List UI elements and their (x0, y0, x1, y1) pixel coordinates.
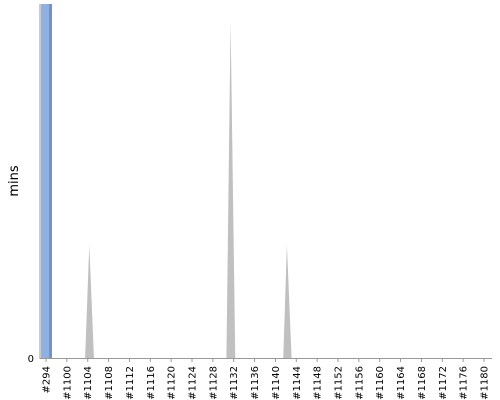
highlight-band-294 (41, 4, 51, 358)
chart-marks (85, 21, 292, 358)
plot-area (41, 4, 52, 358)
x-tick-label: #1136 (250, 366, 261, 400)
x-tick-label: #1120 (167, 366, 178, 400)
x-tick-label: #1180 (480, 366, 491, 400)
y-axis-ticks: 0 (28, 354, 34, 365)
y-tick-label: 0 (28, 354, 34, 365)
x-tick-label: #1148 (313, 366, 324, 400)
x-tick-label: #1108 (104, 366, 115, 400)
x-tick-label: #1100 (62, 366, 73, 400)
x-tick-label: #1132 (229, 366, 240, 400)
axes (39, 4, 492, 359)
x-tick-label: #1152 (334, 366, 345, 400)
x-tick-label: #1140 (271, 366, 282, 400)
x-tick-label: #1160 (375, 366, 386, 400)
x-tick-label: #1116 (146, 366, 157, 400)
x-tick-label: #1124 (188, 366, 199, 400)
x-tick-label: #1172 (438, 366, 449, 400)
x-tick-label: #1104 (83, 366, 94, 400)
x-tick-label: #1128 (208, 366, 219, 400)
x-tick-label: #1164 (396, 366, 407, 400)
y-axis-title: mins (7, 165, 22, 197)
x-tick-label: #1144 (292, 366, 303, 400)
x-tick-label: #294 (42, 366, 53, 393)
x-tick-label: #1176 (459, 366, 470, 400)
x-tick-label: #1156 (354, 366, 365, 400)
x-axis-ticks: #294 #1100 #1104 #1108 #1112 #1116 #1120 #1124 #… (42, 358, 491, 400)
area-series-0 (85, 21, 292, 358)
highlight-band-edge (49, 4, 52, 358)
x-tick-label: #1168 (417, 366, 428, 400)
x-tick-label: #1112 (125, 366, 136, 400)
